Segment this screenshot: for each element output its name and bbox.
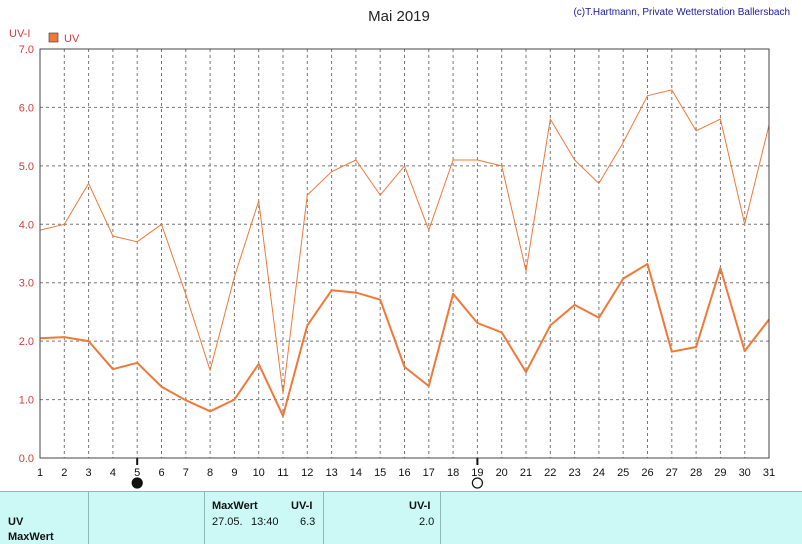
table-row-uv: UV (8, 516, 24, 528)
y-tick-label: 3.0 (19, 278, 34, 290)
table-head-uvi: UV-I (291, 500, 313, 512)
full-moon-icon (471, 477, 483, 489)
x-tick-label: 7 (183, 467, 189, 479)
series-line-uv (39, 263, 770, 417)
chart-credit: (c)T.Hartmann, Private Wetterstation Bal… (573, 7, 790, 18)
x-tick-label: 11 (277, 467, 288, 479)
x-tick-label: 13 (325, 467, 337, 479)
x-tick-label: 2 (61, 467, 67, 479)
x-tick-label: 3 (86, 467, 92, 479)
x-tick-label: 12 (301, 467, 313, 479)
table-max-date: 27.05. (212, 516, 243, 528)
table-row-maxwert: MaxWert (8, 531, 54, 543)
x-tick-label: 14 (350, 467, 362, 479)
x-tick-label: 26 (641, 467, 653, 479)
y-tick-label: 6.0 (19, 102, 34, 114)
chart-title: Mai 2019 (368, 8, 430, 25)
grid (40, 49, 769, 458)
x-ticks: 1 2 3 4 5 6 7 8 9 10 11 12 13 14 15 16 17 18 19 20 21 22 23 24 2… (37, 467, 775, 479)
table-max-time: 13:40 (251, 516, 279, 528)
x-tick-label: 15 (374, 467, 386, 479)
y-tick-label: 7.0 (19, 44, 34, 56)
table-max-value: 6.3 (300, 516, 316, 528)
table-head-uvi-2: UV-I (409, 500, 431, 512)
legend-label: UV (64, 33, 80, 45)
table-avg-value: 2.0 (419, 516, 435, 528)
x-tick-label: 21 (520, 467, 532, 479)
x-tick-label: 6 (158, 467, 164, 479)
x-tick-label: 8 (207, 467, 213, 479)
x-tick-label: 5 (134, 467, 140, 479)
x-tick-label: 25 (617, 467, 629, 479)
moon-markers (131, 458, 483, 489)
series-line-max (39, 89, 770, 395)
x-tick-label: 30 (739, 467, 751, 479)
y-tick-label: 5.0 (19, 161, 34, 173)
x-tick-label: 28 (690, 467, 702, 479)
y-tick-label: 1.0 (19, 395, 34, 407)
y-tick-label: 2.0 (19, 336, 34, 348)
x-tick-label: 1 (37, 467, 43, 479)
y-ticks: 0.0 1.0 2.0 3.0 4.0 5.0 6.0 7.0 (19, 44, 34, 465)
x-tick-label: 4 (110, 467, 116, 479)
x-tick-label: 20 (496, 467, 508, 479)
summary-table: UV MaxWert MaxWert UV-I 27.05. 13:40 6.3… (0, 491, 802, 544)
y-tick-label: 4.0 (19, 219, 34, 231)
table-col-avg: UV-I 2.0 (324, 492, 441, 544)
x-tick-label: 31 (763, 467, 775, 479)
x-tick-label: 24 (593, 467, 605, 479)
plot-frame (39, 48, 770, 459)
y-axis-label: UV-I (9, 28, 30, 40)
new-moon-icon (131, 477, 143, 489)
x-tick-label: 22 (544, 467, 556, 479)
x-tick-label: 18 (447, 467, 459, 479)
table-col-max: MaxWert UV-I 27.05. 13:40 6.3 (205, 492, 324, 544)
x-tick-label: 17 (423, 467, 435, 479)
x-tick-label: 16 (398, 467, 410, 479)
x-tick-label: 29 (714, 467, 726, 479)
x-tick-label: 9 (231, 467, 237, 479)
legend: UV (48, 32, 80, 45)
x-tick-label: 23 (568, 467, 580, 479)
uv-chart: Mai 2019 (c)T.Hartmann, Private Wetterst… (9, 7, 790, 489)
table-col-labels: UV MaxWert (0, 492, 89, 544)
x-tick-label: 10 (253, 467, 265, 479)
table-head-maxwert: MaxWert (212, 500, 258, 512)
table-col-blank (89, 492, 205, 544)
y-tick-label: 0.0 (19, 453, 34, 465)
x-tick-label: 19 (471, 467, 483, 479)
x-tick-label: 27 (666, 467, 678, 479)
series-lines (39, 89, 770, 417)
legend-swatch (48, 32, 59, 43)
